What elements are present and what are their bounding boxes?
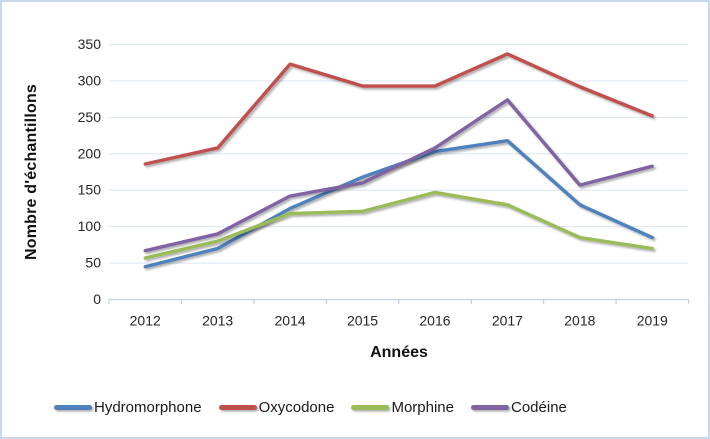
- y-axis-title: Nombre d'échantillons: [23, 83, 40, 261]
- y-tick-label: 50: [85, 255, 101, 271]
- x-tick-label: 2016: [419, 313, 450, 329]
- legend-label-oxycodone: Oxycodone: [258, 399, 335, 416]
- y-tick-label: 300: [78, 72, 102, 88]
- legend-marker-codeine: [471, 405, 509, 410]
- axis-tick-labels: 0 50 100 150 200 250 300 350 2012 2013 2014 2015 201…: [78, 36, 668, 329]
- legend-marker-morphine: [351, 405, 390, 410]
- x-tick-label: 2015: [347, 313, 378, 329]
- x-tick-label: 2013: [202, 313, 233, 329]
- legend-item-oxycodone: Oxycodone: [218, 399, 335, 416]
- legend-item-hydromorphone: Hydromorphone: [54, 399, 202, 416]
- series-line-oxycodone: [143, 52, 654, 166]
- x-tick-label: 2017: [492, 313, 523, 329]
- x-tick-label: 2018: [564, 313, 595, 329]
- series-line-morphine: [143, 190, 654, 260]
- y-tick-label: 150: [78, 182, 102, 198]
- axes: [108, 298, 690, 304]
- chart-legend: Hydromorphone Oxycodone Morphine Codéine: [54, 399, 567, 416]
- x-axis-title: Années: [370, 344, 428, 361]
- series-line-hydromorphone: [143, 138, 654, 269]
- legend-label-morphine: Morphine: [391, 399, 454, 416]
- x-tick-label: 2014: [275, 313, 306, 329]
- y-tick-label: 350: [78, 36, 102, 52]
- legend-marker-hydromorphone: [54, 405, 92, 410]
- series-lines: [143, 52, 654, 269]
- y-tick-label: 250: [78, 109, 102, 125]
- legend-item-codeine: Codéine: [471, 399, 567, 416]
- y-tick-label: 0: [93, 291, 101, 307]
- gridlines: [109, 44, 689, 264]
- x-tick-label: 2019: [637, 313, 668, 329]
- legend-item-morphine: Morphine: [351, 399, 454, 416]
- legend-label-hydromorphone: Hydromorphone: [94, 399, 202, 416]
- legend-label-codeine: Codéine: [511, 399, 567, 416]
- y-tick-label: 200: [78, 145, 102, 161]
- y-tick-label: 100: [78, 218, 102, 234]
- series-line-codéine: [143, 98, 654, 253]
- legend-marker-oxycodone: [218, 405, 257, 410]
- x-tick-label: 2012: [130, 313, 161, 329]
